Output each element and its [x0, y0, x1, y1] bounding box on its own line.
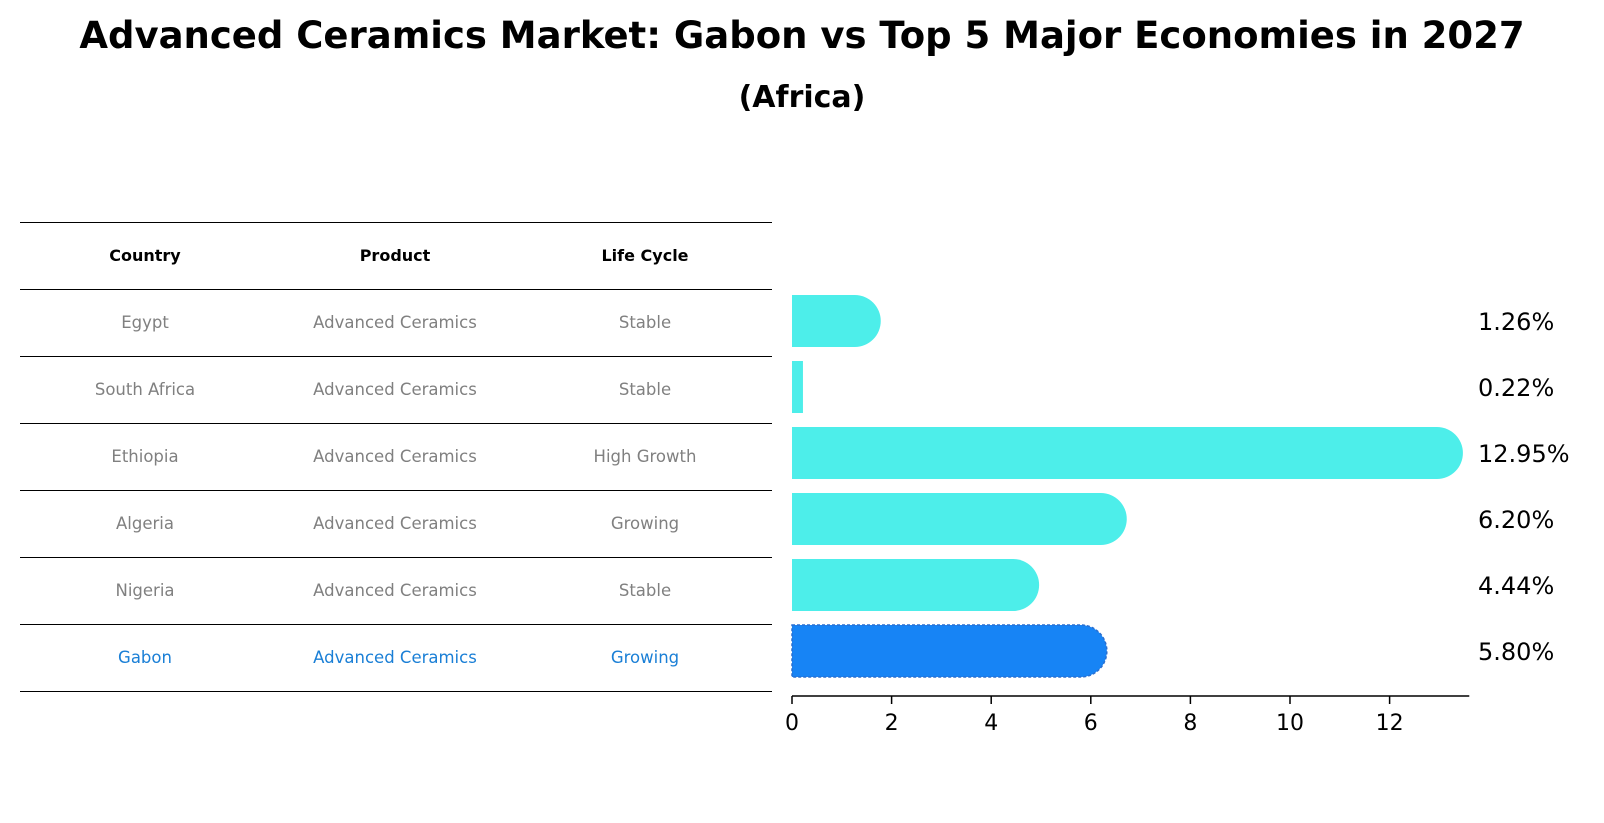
cell-country: Algeria — [116, 514, 174, 533]
x-tick-label: 2 — [885, 711, 899, 736]
bar — [792, 361, 803, 413]
table-row: Ethiopia Advanced Ceramics High Growth — [20, 423, 772, 490]
value-label: 6.20% — [1478, 506, 1554, 534]
cell-country: South Africa — [94, 380, 196, 399]
cell-life-cycle: Stable — [618, 380, 672, 399]
bar — [792, 427, 1463, 479]
cell-product: Advanced Ceramics — [313, 514, 477, 533]
cell-product: Advanced Ceramics — [313, 581, 477, 600]
bar-highlighted — [791, 624, 1108, 678]
value-label: 0.22% — [1478, 374, 1554, 402]
value-label: 12.95% — [1478, 440, 1570, 468]
country-table: Country Product Life Cycle Egypt Advance… — [20, 222, 772, 692]
cell-product: Advanced Ceramics — [313, 648, 477, 667]
cell-country: Ethiopia — [111, 447, 179, 466]
x-tick-label: 12 — [1376, 711, 1404, 736]
cell-life-cycle: Stable — [618, 581, 672, 600]
cell-product: Advanced Ceramics — [313, 447, 477, 466]
cell-product: Advanced Ceramics — [313, 313, 477, 332]
cell-life-cycle: Growing — [610, 648, 680, 667]
chart-subtitle: (Africa) — [738, 80, 866, 115]
table-row: South Africa Advanced Ceramics Stable — [20, 356, 772, 423]
cell-life-cycle: High Growth — [593, 447, 697, 466]
bar — [792, 295, 881, 347]
x-tick-label: 6 — [1084, 711, 1098, 736]
cell-life-cycle: Stable — [618, 313, 672, 332]
value-label: 5.80% — [1478, 638, 1554, 666]
cell-life-cycle: Growing — [610, 514, 680, 533]
cell-country: Nigeria — [115, 581, 175, 600]
cell-country: Egypt — [121, 313, 169, 332]
table-row: Algeria Advanced Ceramics Growing — [20, 490, 772, 557]
bar — [792, 559, 1040, 611]
x-tick-label: 10 — [1276, 711, 1304, 736]
header-life-cycle: Life Cycle — [601, 246, 689, 265]
header-product: Product — [359, 246, 431, 265]
chart-title: Advanced Ceramics Market: Gabon vs Top 5… — [79, 14, 1525, 57]
cell-product: Advanced Ceramics — [313, 380, 477, 399]
table-row: Egypt Advanced Ceramics Stable — [20, 289, 772, 356]
table-header-row: Country Product Life Cycle — [20, 222, 772, 289]
x-tick-label: 0 — [785, 711, 799, 736]
x-tick-label: 8 — [1183, 711, 1197, 736]
value-label: 1.26% — [1478, 308, 1554, 336]
table-row: Nigeria Advanced Ceramics Stable — [20, 557, 772, 624]
cell-country: Gabon — [118, 648, 172, 667]
x-tick-label: 4 — [984, 711, 998, 736]
value-label: 4.44% — [1478, 572, 1554, 600]
bar — [792, 493, 1127, 545]
header-country: Country — [109, 246, 181, 265]
table-row-highlighted: Gabon Advanced Ceramics Growing — [20, 624, 772, 692]
